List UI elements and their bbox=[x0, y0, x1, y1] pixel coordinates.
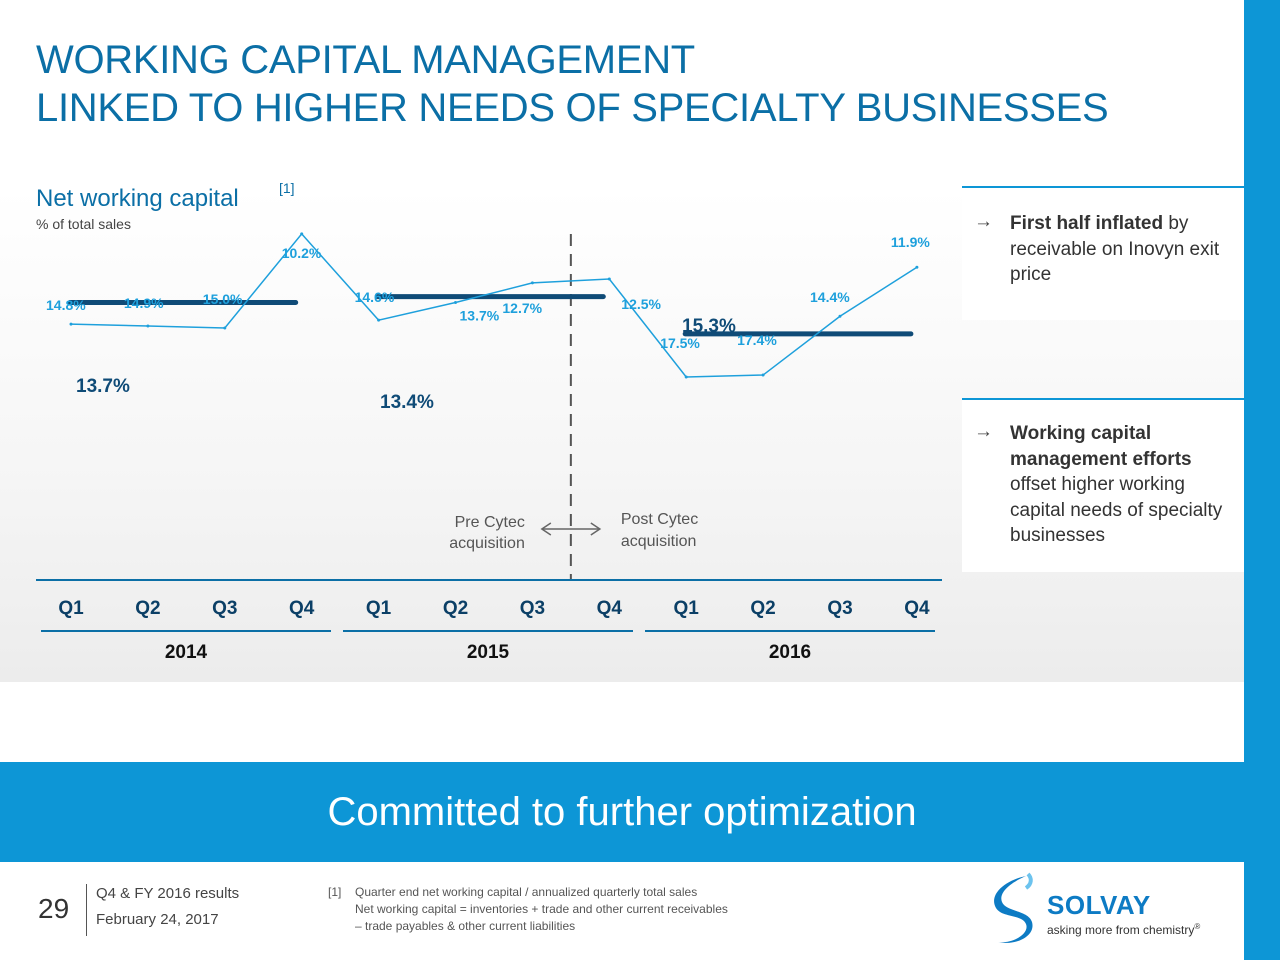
data-label: 14.4% bbox=[810, 289, 850, 305]
side-note-1-bold: First half inflated bbox=[1010, 213, 1164, 234]
data-point bbox=[300, 232, 304, 236]
year-label: 2014 bbox=[165, 642, 208, 663]
average-label: 13.4% bbox=[380, 392, 434, 413]
x-tick-label: Q2 bbox=[750, 598, 775, 619]
data-point bbox=[607, 277, 611, 281]
chart-title-footnote: [1] bbox=[279, 180, 295, 196]
conclusion-banner: Committed to further optimization bbox=[0, 762, 1244, 862]
side-note-1-text: by receivable on Inovyn exit price bbox=[1010, 213, 1220, 285]
post-cytec-label: Post Cytec bbox=[621, 511, 698, 528]
x-tick-label: Q2 bbox=[135, 598, 160, 619]
footer-date: February 24, 2017 bbox=[96, 911, 219, 928]
data-point bbox=[684, 375, 688, 379]
pre-cytec-label: acquisition bbox=[449, 535, 525, 552]
year-label: 2016 bbox=[769, 642, 811, 663]
data-point bbox=[146, 324, 150, 328]
data-point bbox=[69, 322, 73, 326]
x-tick-label: Q1 bbox=[58, 598, 84, 619]
series-line bbox=[70, 232, 918, 378]
data-point bbox=[915, 265, 919, 269]
x-tick-label: Q1 bbox=[674, 598, 700, 619]
data-point bbox=[838, 314, 842, 318]
data-point bbox=[530, 281, 534, 285]
solvay-s-logo-icon bbox=[994, 872, 1033, 943]
side-note-box-2 bbox=[962, 398, 1244, 572]
data-label: 17.4% bbox=[737, 332, 777, 348]
x-tick-label: Q4 bbox=[289, 598, 315, 619]
x-tick-label: Q3 bbox=[212, 598, 237, 619]
chart-subtitle: % of total sales bbox=[36, 216, 131, 232]
average-label: 13.7% bbox=[76, 376, 130, 397]
footnote-line-2: Net working capital = inventories + trad… bbox=[355, 902, 728, 916]
banner-text: Committed to further optimization bbox=[327, 790, 917, 834]
data-label: 14.6% bbox=[355, 289, 395, 305]
footnote-line-1: Quarter end net working capital / annual… bbox=[355, 885, 698, 899]
data-point bbox=[761, 373, 765, 377]
data-label: 11.9% bbox=[891, 234, 930, 250]
logo-wordmark: SOLVAY bbox=[1047, 890, 1151, 920]
average-label: 15.3% bbox=[682, 316, 736, 337]
footnote-ref: [1] bbox=[328, 885, 342, 899]
data-label: 17.5% bbox=[660, 335, 700, 351]
x-tick-label: Q4 bbox=[597, 598, 623, 619]
data-label: 15.0% bbox=[203, 291, 243, 307]
side-note-2-bold: Working capital management efforts bbox=[1010, 423, 1192, 470]
data-label: 13.7% bbox=[460, 308, 500, 324]
post-cytec-label: acquisition bbox=[621, 533, 697, 550]
right-accent-stripe bbox=[1244, 0, 1280, 960]
arrow-left-head-icon bbox=[540, 522, 552, 536]
slide-title-line-2: LINKED TO HIGHER NEEDS OF SPECIALTY BUSI… bbox=[36, 86, 1109, 130]
x-tick-label: Q2 bbox=[443, 598, 468, 619]
footer-results-label: Q4 & FY 2016 results bbox=[96, 885, 240, 902]
slide-title-line-1: WORKING CAPITAL MANAGEMENT bbox=[36, 38, 695, 82]
side-note-box-1 bbox=[962, 186, 1244, 320]
arrow-right-icon: → bbox=[974, 211, 993, 232]
side-note-1: First half inflated by receivable on Ino… bbox=[1010, 211, 1235, 288]
arrow-right-icon: → bbox=[974, 421, 993, 442]
data-label: 12.7% bbox=[502, 300, 542, 316]
year-label: 2015 bbox=[467, 642, 510, 663]
data-label: 12.5% bbox=[621, 296, 661, 312]
x-tick-label: Q3 bbox=[827, 598, 852, 619]
data-point bbox=[223, 326, 227, 330]
data-label: 14.8% bbox=[46, 297, 86, 313]
footer-divider bbox=[86, 884, 87, 936]
registered-mark: ® bbox=[1194, 922, 1201, 931]
page-number: 29 bbox=[38, 893, 70, 924]
arrow-right-head-icon bbox=[590, 522, 602, 536]
logo-tagline-text: asking more from chemistry bbox=[1047, 923, 1195, 937]
side-note-2: Working capital management efforts offse… bbox=[1010, 421, 1235, 549]
x-tick-label: Q4 bbox=[904, 598, 930, 619]
footnote-line-3: – trade payables & other current liabili… bbox=[355, 919, 576, 933]
logo-tagline: asking more from chemistry® bbox=[1047, 922, 1200, 937]
x-tick-label: Q1 bbox=[366, 598, 392, 619]
data-point bbox=[454, 301, 457, 305]
data-point bbox=[377, 318, 381, 322]
chart-title: Net working capital bbox=[36, 185, 239, 212]
side-note-2-text: offset higher working capital needs of s… bbox=[1010, 474, 1223, 546]
data-label: 14.9% bbox=[124, 295, 164, 311]
pre-cytec-label: Pre Cytec bbox=[455, 514, 525, 531]
data-label: 10.2% bbox=[282, 245, 322, 261]
x-tick-label: Q3 bbox=[520, 598, 545, 619]
